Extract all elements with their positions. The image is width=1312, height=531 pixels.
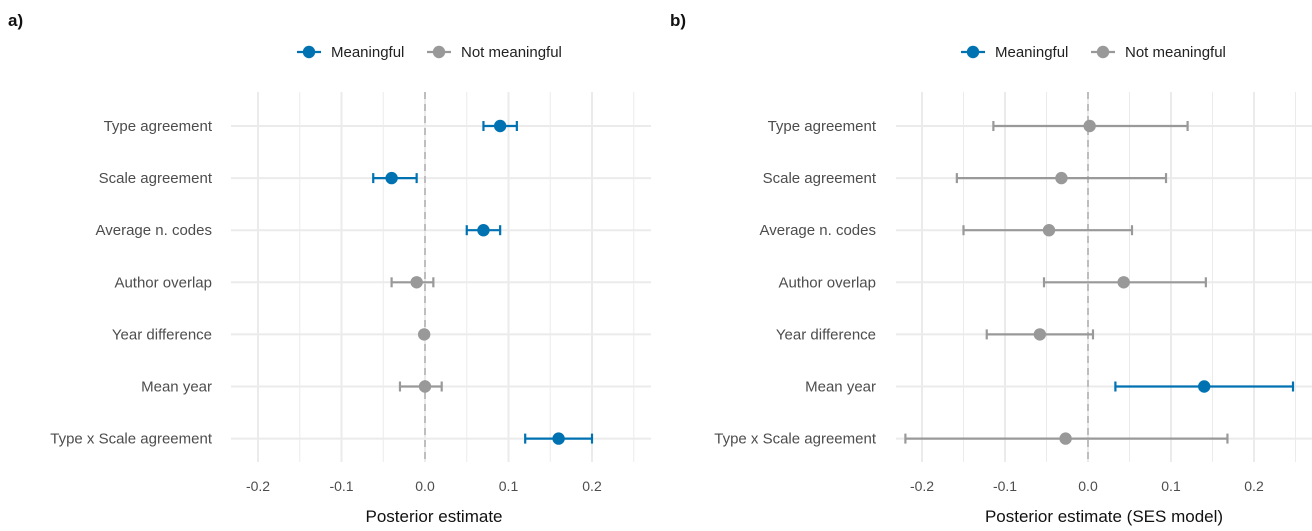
category-label: Type agreement (104, 118, 213, 135)
point-estimate (417, 328, 431, 341)
point-estimate (418, 380, 432, 393)
x-axis-ticks: -0.2 -0.1 0.0 0.1 0.2 (910, 478, 1264, 494)
category-label: Year difference (776, 326, 876, 343)
legend: Meaningful Not meaningful (297, 44, 562, 61)
category-label: Type x Scale agreement (50, 431, 213, 448)
panel-label: b) (670, 11, 686, 30)
x-tick-label: 0.1 (1161, 478, 1181, 494)
point-estimate (477, 224, 490, 237)
point-estimate (1055, 171, 1068, 185)
estimate-not-meaningful (992, 119, 1189, 133)
x-axis-ticks: -0.2 -0.1 0.0 0.1 0.2 (246, 478, 602, 494)
x-tick-label: -0.2 (246, 478, 270, 494)
x-axis-title: Posterior estimate (366, 507, 503, 526)
x-tick-label: 0.0 (1078, 478, 1098, 494)
estimate-not-meaningful (417, 328, 431, 341)
estimate-meaningful (524, 432, 594, 445)
x-tick-label: 0.0 (415, 478, 435, 494)
y-axis-labels: Type agreement Scale agreement Average n. … (50, 118, 213, 448)
category-label: Mean year (805, 379, 876, 396)
legend-key-point-meaningful (966, 45, 980, 59)
estimate-meaningful (372, 171, 418, 185)
point-estimate (410, 276, 423, 289)
legend-label-not-meaningful: Not meaningful (1125, 44, 1226, 61)
gridlines (896, 92, 1312, 462)
category-label: Author overlap (778, 274, 876, 291)
legend-key-point-not-meaningful (1096, 45, 1110, 59)
point-estimate (552, 432, 565, 445)
point-estimate (1198, 380, 1211, 393)
data-points (904, 119, 1295, 445)
point-estimate (1042, 224, 1056, 237)
point-estimate (1059, 432, 1072, 445)
legend-label-not-meaningful: Not meaningful (461, 44, 562, 61)
estimate-meaningful (1114, 380, 1295, 393)
chart-panel-a: a) Meaningful Not meaningful Type agreement… (8, 11, 651, 526)
category-label: Type agreement (768, 118, 877, 135)
category-label: Average n. codes (96, 222, 212, 239)
point-estimate (1083, 119, 1096, 133)
point-estimate (493, 119, 507, 133)
legend-label-meaningful: Meaningful (995, 44, 1068, 61)
estimate-meaningful (465, 224, 502, 237)
legend-label-meaningful: Meaningful (331, 44, 404, 61)
legend-key-point-not-meaningful (432, 45, 446, 59)
category-label: Type x Scale agreement (714, 431, 877, 448)
panel-label: a) (8, 11, 23, 30)
estimate-not-meaningful (904, 432, 1229, 445)
estimate-meaningful (482, 119, 518, 133)
legend-key-point-meaningful (302, 45, 316, 59)
legend: Meaningful Not meaningful (961, 44, 1226, 61)
estimate-not-meaningful (985, 328, 1095, 341)
x-axis-title: Posterior estimate (SES model) (985, 507, 1223, 526)
category-label: Scale agreement (99, 170, 213, 187)
x-tick-label: 0.2 (582, 478, 602, 494)
point-estimate (1117, 276, 1130, 289)
x-tick-label: 0.2 (1244, 478, 1264, 494)
x-tick-label: 0.1 (499, 478, 519, 494)
gridlines (231, 92, 651, 462)
data-points (372, 119, 594, 445)
estimate-not-meaningful (955, 171, 1168, 185)
chart-panel-b: b) Meaningful Not meaningful Type agreement… (670, 11, 1312, 526)
category-label: Author overlap (114, 274, 212, 291)
point-estimate (1033, 328, 1047, 341)
y-axis-labels: Type agreement Scale agreement Average n. … (714, 118, 877, 448)
category-label: Mean year (141, 379, 212, 396)
category-label: Year difference (112, 326, 212, 343)
x-tick-label: -0.1 (329, 478, 353, 494)
x-tick-label: -0.1 (993, 478, 1017, 494)
estimate-not-meaningful (962, 224, 1134, 237)
estimate-not-meaningful (390, 276, 435, 289)
category-label: Average n. codes (760, 222, 876, 239)
estimate-not-meaningful (1042, 276, 1207, 289)
point-estimate (385, 171, 398, 185)
x-tick-label: -0.2 (910, 478, 934, 494)
category-label: Scale agreement (763, 170, 877, 187)
estimate-not-meaningful (398, 380, 443, 393)
